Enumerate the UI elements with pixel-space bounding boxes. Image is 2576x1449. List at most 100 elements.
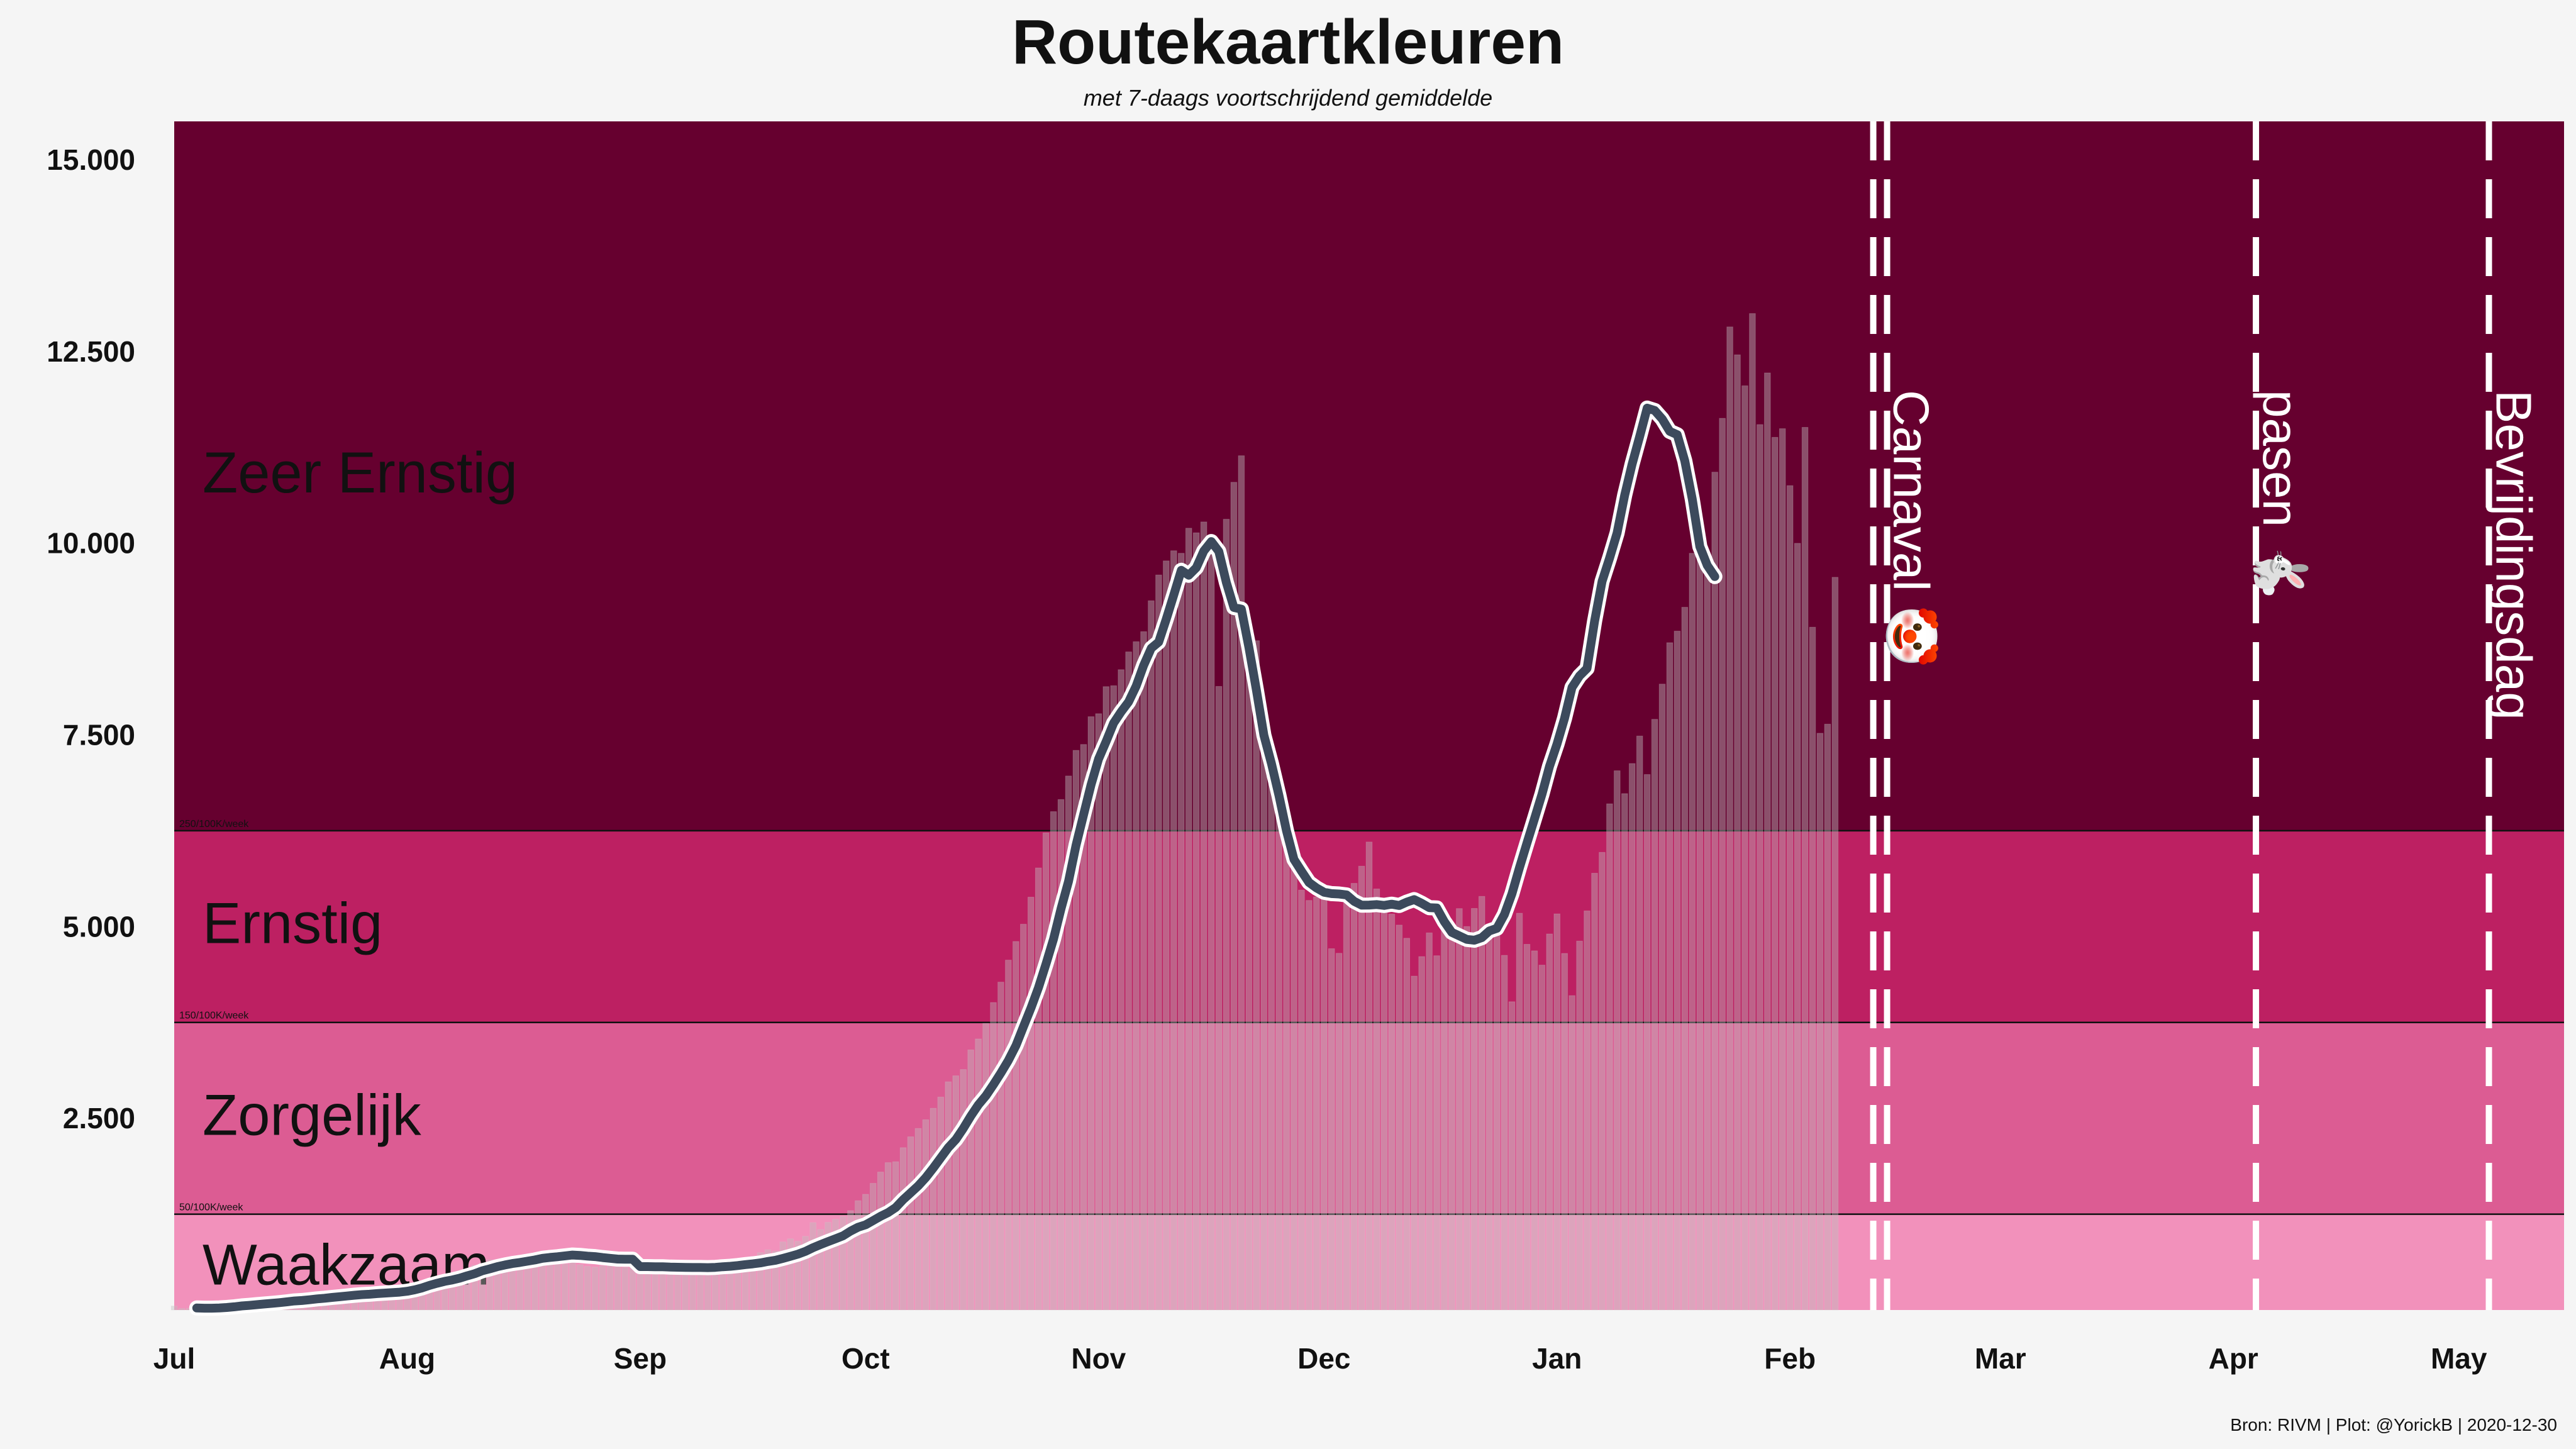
daily-bar xyxy=(1238,455,1245,1311)
daily-bar xyxy=(178,1308,186,1311)
x-axis: Jul Aug Sep Oct Nov Dec Jan Feb Mar Apr May xyxy=(153,1342,2487,1375)
daily-bar xyxy=(471,1265,479,1311)
daily-bar xyxy=(937,1096,945,1311)
band-threshold-label: 250/100K/week xyxy=(179,819,249,830)
daily-bar xyxy=(1636,735,1643,1311)
daily-bar xyxy=(170,1306,178,1311)
daily-bar xyxy=(1065,775,1072,1311)
daily-bar xyxy=(1666,642,1674,1311)
daily-bar xyxy=(982,1023,989,1311)
daily-bar xyxy=(1306,900,1313,1311)
daily-bar xyxy=(1628,763,1636,1311)
daily-bar xyxy=(1245,633,1253,1311)
daily-bar xyxy=(577,1264,584,1311)
x-tick-label: Apr xyxy=(2209,1342,2258,1375)
daily-bar xyxy=(884,1162,892,1311)
event-markers: Carnaval 🤡 pasen 🐇 Bevrijdingsdag xyxy=(1870,121,2542,1310)
daily-bar xyxy=(1463,926,1470,1311)
daily-bar xyxy=(1005,960,1012,1311)
daily-bar xyxy=(1057,799,1065,1311)
daily-bar xyxy=(1350,883,1358,1311)
x-tick-label: Aug xyxy=(379,1342,435,1375)
daily-bar xyxy=(840,1216,847,1311)
daily-bar xyxy=(1118,669,1124,1311)
daily-bar xyxy=(659,1269,667,1311)
daily-bar xyxy=(892,1161,899,1311)
band-2 xyxy=(174,830,2564,1023)
event-label: pasen 🐇 xyxy=(2252,390,2309,604)
daily-bar xyxy=(1396,924,1403,1311)
daily-bar xyxy=(1553,913,1561,1311)
daily-bar xyxy=(1035,867,1042,1311)
daily-bar xyxy=(1485,926,1493,1311)
daily-bar xyxy=(1125,652,1132,1311)
daily-bar xyxy=(1080,744,1087,1311)
y-tick-label: 5.000 xyxy=(63,910,135,943)
daily-bar xyxy=(1095,713,1102,1311)
moving-average xyxy=(189,400,1723,1316)
daily-bar xyxy=(1523,943,1531,1311)
daily-bar xyxy=(554,1259,561,1311)
daily-bar xyxy=(1576,940,1583,1311)
daily-bar xyxy=(1689,553,1696,1311)
daily-bar xyxy=(1516,913,1523,1311)
daily-bar xyxy=(1493,926,1501,1311)
daily-bar xyxy=(907,1136,914,1311)
daily-bar xyxy=(1185,528,1192,1311)
daily-bar xyxy=(1215,686,1223,1311)
daily-bar xyxy=(1568,995,1575,1311)
daily-bar xyxy=(1561,953,1568,1311)
daily-bar xyxy=(1471,908,1478,1311)
daily-bar xyxy=(486,1259,494,1311)
daily-bar xyxy=(1606,803,1613,1311)
daily-bar xyxy=(899,1147,907,1311)
daily-bar xyxy=(1313,896,1320,1311)
daily-bars xyxy=(170,313,1839,1311)
source-caption: Bron: RIVM | Plot: @YorickB | 2020-12-30 xyxy=(2230,1415,2557,1435)
daily-bar xyxy=(1343,894,1350,1311)
daily-bar xyxy=(1163,560,1170,1311)
daily-bar xyxy=(1508,1001,1516,1311)
daily-bar xyxy=(1696,519,1704,1311)
daily-bar xyxy=(1230,482,1238,1311)
y-tick-label: 10.000 xyxy=(47,527,135,560)
daily-bar xyxy=(584,1266,591,1311)
daily-bar xyxy=(1411,975,1418,1311)
daily-bar xyxy=(794,1241,802,1311)
daily-bar xyxy=(1621,793,1628,1311)
daily-bar xyxy=(569,1262,576,1311)
x-tick-label: Dec xyxy=(1297,1342,1350,1375)
daily-bar xyxy=(1328,948,1335,1311)
daily-bar xyxy=(930,1108,937,1311)
daily-bar xyxy=(945,1081,952,1311)
daily-bar xyxy=(764,1249,772,1311)
daily-bar xyxy=(1786,485,1794,1311)
daily-bar xyxy=(1140,631,1147,1311)
daily-bar xyxy=(855,1200,862,1311)
y-tick-label: 7.500 xyxy=(63,718,135,751)
x-tick-label: Oct xyxy=(841,1342,890,1375)
daily-bar xyxy=(1704,570,1711,1311)
daily-bar xyxy=(1208,553,1215,1311)
daily-bar xyxy=(1711,472,1718,1311)
daily-bar xyxy=(1749,313,1756,1311)
daily-bar xyxy=(779,1241,787,1311)
daily-bar xyxy=(1013,941,1019,1311)
daily-bar xyxy=(1794,543,1801,1311)
daily-bar xyxy=(1275,785,1282,1311)
daily-bar xyxy=(1456,908,1463,1311)
page-subtitle: met 7-daags voortschrijdend gemiddelde xyxy=(1083,85,1493,111)
daily-bar xyxy=(1816,733,1824,1311)
x-tick-label: Jan xyxy=(1532,1342,1582,1375)
x-tick-label: Feb xyxy=(1764,1342,1816,1375)
daily-bar xyxy=(975,1038,982,1311)
daily-bar xyxy=(877,1172,884,1311)
daily-bar xyxy=(1757,424,1763,1311)
band-threshold-label: 50/100K/week xyxy=(179,1202,243,1213)
y-tick-label: 15.000 xyxy=(47,143,135,176)
daily-bar xyxy=(1358,865,1365,1311)
daily-bar xyxy=(629,1265,636,1311)
page-title: Routekaartkleuren xyxy=(1011,7,1565,77)
y-tick-label: 2.500 xyxy=(63,1102,135,1135)
daily-bar xyxy=(960,1069,967,1311)
